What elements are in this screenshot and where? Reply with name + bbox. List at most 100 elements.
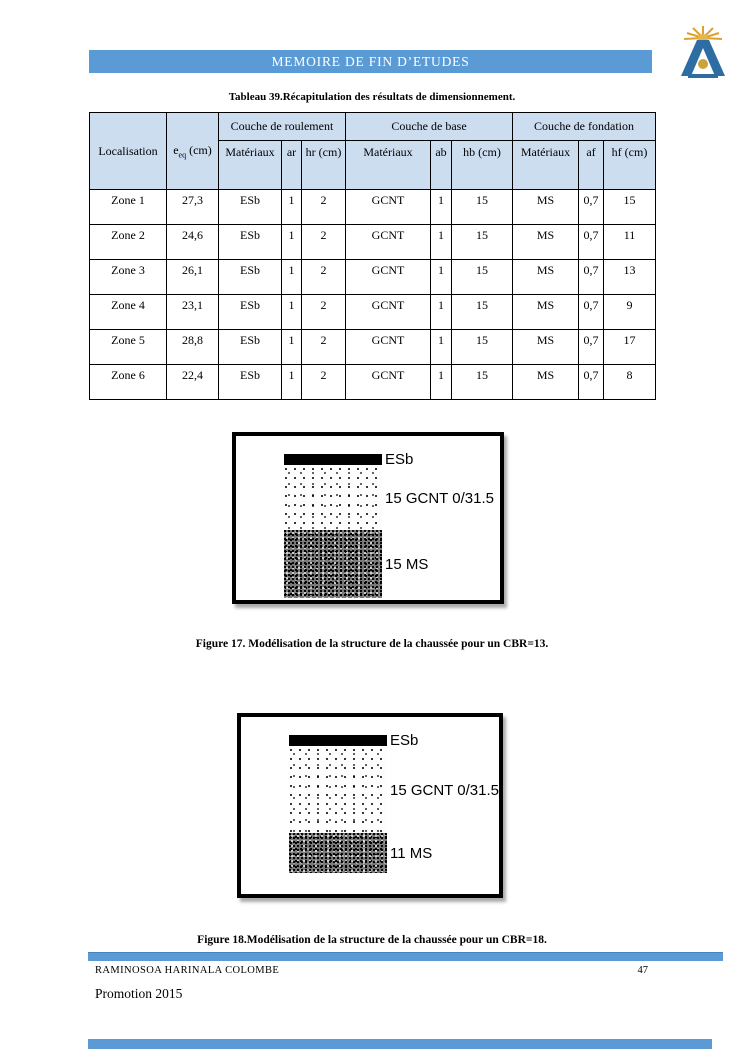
header-eeq-base: e — [173, 142, 179, 157]
layer-surface: ESb — [284, 452, 494, 467]
cell-materiaux-roulement: ESb — [218, 364, 282, 400]
header-localisation: Localisation — [89, 112, 167, 190]
figure-17-box: ESb 15 GCNT 0/31.5 15 MS — [232, 432, 504, 604]
table-row: Zone 2 24,6 ESb 1 2 GCNT 1 15 MS 0,7 11 — [89, 224, 657, 260]
header-hf: hf (cm) — [602, 140, 657, 190]
table-title: Tableau 39.Récapitulation des résultats … — [228, 91, 516, 103]
cell-af: 0,7 — [578, 224, 604, 260]
cell-materiaux-fondation: MS — [512, 189, 579, 225]
cell-hr: 2 — [301, 189, 346, 225]
figure-17-caption: Figure 17. Modélisation de la structure … — [195, 638, 549, 650]
cell-ar: 1 — [281, 329, 302, 365]
layer-ms: 15 MS — [284, 530, 494, 598]
cell-hb: 15 — [451, 224, 513, 260]
cell-af: 0,7 — [578, 259, 604, 295]
gcnt-texture — [289, 748, 387, 833]
cell-materiaux-base: GCNT — [345, 294, 431, 330]
cell-hr: 2 — [301, 294, 346, 330]
cell-hb: 15 — [451, 259, 513, 295]
cell-zone: Zone 2 — [89, 224, 167, 260]
header-title: MEMOIRE DE FIN D’ETUDES — [271, 54, 470, 69]
table-row: Zone 4 23,1 ESb 1 2 GCNT 1 15 MS 0,7 9 — [89, 294, 657, 330]
cell-af: 0,7 — [578, 189, 604, 225]
school-emblem-icon — [668, 24, 738, 82]
cell-ab: 1 — [430, 189, 452, 225]
gcnt-texture — [284, 467, 382, 530]
cell-materiaux-base: GCNT — [345, 364, 431, 400]
footer-author: RAMINOSOA HARINALA COLOMBE — [95, 965, 280, 976]
cell-af: 0,7 — [578, 364, 604, 400]
cell-materiaux-base: GCNT — [345, 224, 431, 260]
cell-hr: 2 — [301, 224, 346, 260]
header-af: af — [578, 140, 604, 190]
cell-af: 0,7 — [578, 294, 604, 330]
cell-ar: 1 — [281, 224, 302, 260]
layer-gcnt: 15 GCNT 0/31.5 — [289, 748, 499, 833]
header-ab: ab — [430, 140, 452, 190]
table-row: Zone 5 28,8 ESb 1 2 GCNT 1 15 MS 0,7 17 — [89, 329, 657, 365]
cell-hr: 2 — [301, 364, 346, 400]
layer-label: 15 MS — [385, 555, 429, 573]
surface-texture — [289, 735, 387, 746]
cell-hf: 8 — [602, 364, 657, 400]
footer-promotion: Promotion 2015 — [95, 986, 183, 1001]
cell-hf: 15 — [602, 189, 657, 225]
ms-texture — [284, 530, 382, 598]
surface-texture — [284, 454, 382, 465]
cell-hb: 15 — [451, 329, 513, 365]
header-group-base: Couche de base — [345, 112, 513, 141]
cell-zone: Zone 5 — [89, 329, 167, 365]
results-table: Localisation eeq (cm) Couche de roulemen… — [89, 112, 657, 400]
cell-ar: 1 — [281, 259, 302, 295]
cell-hb: 15 — [451, 294, 513, 330]
table-header-group-row: Localisation eeq (cm) Couche de roulemen… — [89, 112, 657, 190]
cell-hb: 15 — [451, 189, 513, 225]
cell-zone: Zone 6 — [89, 364, 167, 400]
cell-ab: 1 — [430, 364, 452, 400]
cell-ar: 1 — [281, 294, 302, 330]
cell-ab: 1 — [430, 224, 452, 260]
bottom-rule — [88, 1039, 712, 1049]
cell-hr: 2 — [301, 329, 346, 365]
cell-zone: Zone 1 — [89, 189, 167, 225]
figure-diagram: ESb 15 GCNT 0/31.5 15 MS — [284, 452, 494, 598]
figure-18-box: ESb 15 GCNT 0/31.5 11 MS — [237, 713, 503, 898]
cell-hf: 13 — [602, 259, 657, 295]
cell-zone: Zone 3 — [89, 259, 167, 295]
cell-ab: 1 — [430, 329, 452, 365]
cell-ar: 1 — [281, 364, 302, 400]
layer-surface: ESb — [289, 733, 499, 748]
school-emblem-svg — [681, 26, 725, 78]
table-header-sub-row: Matériaux ar hr (cm) Matériaux ab hb (cm… — [90, 140, 657, 190]
header-group-fondation: Couche de fondation — [511, 112, 657, 141]
layer-label: 15 GCNT 0/31.5 — [385, 490, 494, 507]
header-hb: hb (cm) — [451, 140, 513, 190]
cell-materiaux-base: GCNT — [345, 189, 431, 225]
table-row: Zone 1 27,3 ESb 1 2 GCNT 1 15 MS 0,7 15 — [89, 189, 657, 225]
layer-gcnt: 15 GCNT 0/31.5 — [284, 467, 494, 530]
header-eeq-sub: eq — [178, 150, 187, 160]
layer-label: ESb — [385, 451, 414, 468]
header-ar: ar — [281, 140, 302, 190]
cell-hf: 17 — [602, 329, 657, 365]
cell-eeq: 24,6 — [166, 224, 219, 260]
layer-label: 11 MS — [390, 844, 433, 862]
cell-materiaux-fondation: MS — [512, 294, 579, 330]
header-eeq-unit: (cm) — [186, 142, 212, 157]
cell-materiaux-fondation: MS — [512, 224, 579, 260]
figure-diagram: ESb 15 GCNT 0/31.5 11 MS — [289, 733, 499, 873]
cell-eeq: 26,1 — [166, 259, 219, 295]
cell-materiaux-fondation: MS — [512, 364, 579, 400]
table-body: Zone 1 27,3 ESb 1 2 GCNT 1 15 MS 0,7 15 Zone 2 24,6 E… — [89, 189, 657, 400]
footer-page-number: 47 — [637, 965, 649, 976]
figure-18-caption: Figure 18.Modélisation de la structure d… — [197, 934, 547, 946]
cell-materiaux-base: GCNT — [345, 259, 431, 295]
header-materiaux-base: Matériaux — [345, 140, 431, 190]
page-header-banner: MEMOIRE DE FIN D’ETUDES — [89, 50, 652, 73]
header-group-roulement: Couche de roulement — [218, 112, 346, 141]
layer-ms: 11 MS — [289, 833, 499, 873]
cell-materiaux-roulement: ESb — [218, 224, 282, 260]
cell-ab: 1 — [430, 294, 452, 330]
header-materiaux-fondation: Matériaux — [512, 140, 579, 190]
table-row: Zone 3 26,1 ESb 1 2 GCNT 1 15 MS 0,7 13 — [89, 259, 657, 295]
